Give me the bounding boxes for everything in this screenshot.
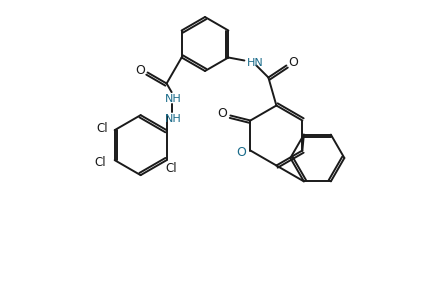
- Text: Cl: Cl: [166, 162, 177, 175]
- Text: O: O: [236, 146, 246, 159]
- Text: NH: NH: [165, 94, 182, 104]
- Text: HN: HN: [246, 57, 263, 68]
- Text: O: O: [288, 56, 298, 69]
- Text: NH: NH: [165, 114, 182, 124]
- Text: Cl: Cl: [95, 156, 107, 169]
- Text: Cl: Cl: [97, 122, 108, 135]
- Text: O: O: [217, 107, 227, 120]
- Text: O: O: [136, 64, 146, 77]
